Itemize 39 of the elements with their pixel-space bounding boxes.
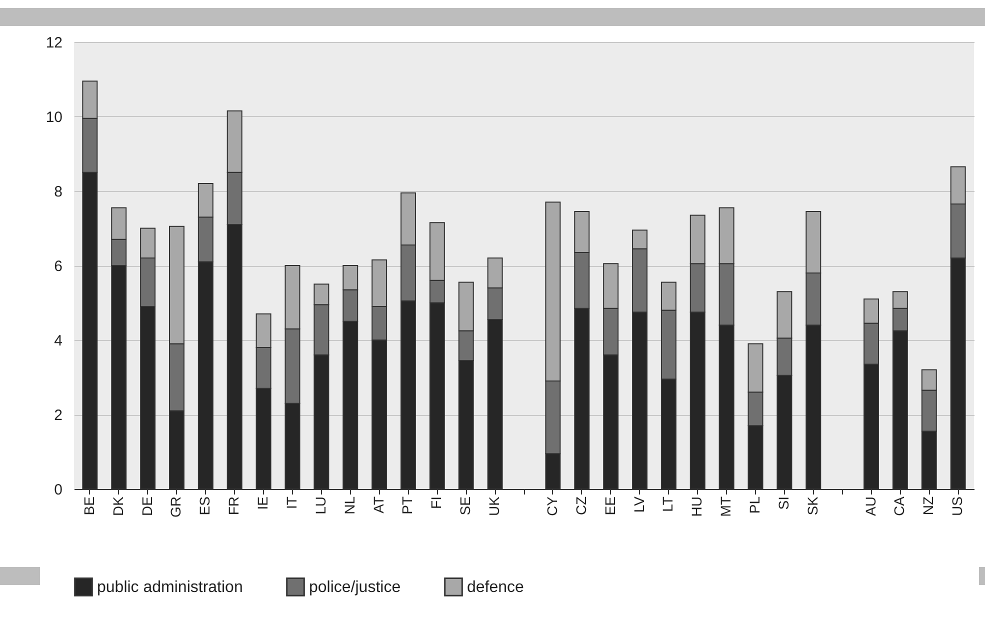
x-tick-label: IT (283, 496, 300, 509)
x-tick-label: UK (486, 496, 502, 516)
x-tick-label: HU (688, 496, 705, 517)
y-tick-label: 10 (46, 109, 62, 126)
legend-label: police/justice (309, 578, 401, 596)
x-tick-label: DE (138, 496, 155, 516)
y-tick-label: 0 (54, 482, 62, 498)
legend-label: public administration (97, 578, 243, 596)
x-tick-label: BE (80, 496, 97, 516)
x-tick-label: SI (775, 496, 792, 510)
x-tick-label: SK (804, 496, 820, 516)
x-tick-label: ES (196, 496, 213, 516)
x-tick-label: IE (254, 496, 271, 510)
x-tick-label: CY (544, 496, 560, 516)
x-tick-label: GR (168, 496, 184, 518)
x-tick-label: PT (399, 496, 416, 514)
x-tick-label: CA (891, 496, 908, 516)
x-tick-label: FR (226, 496, 242, 516)
x-tick-label: EE (602, 496, 618, 516)
x-tick-label: LT (660, 496, 676, 512)
y-tick-label: 12 (46, 34, 62, 52)
x-tick-label: CZ (572, 496, 589, 516)
legend-label: defence (467, 578, 524, 596)
x-tick-label: NL (341, 496, 358, 514)
x-tick-label: DK (110, 496, 126, 516)
y-tick-label: 6 (54, 258, 62, 275)
x-tick-label: PL (746, 496, 763, 514)
x-tick-label: LU (312, 496, 328, 514)
x-tick-label: LV (630, 496, 647, 513)
y-tick-label: 2 (54, 407, 62, 424)
x-tick-label: US (949, 496, 966, 516)
x-tick-label: SE (457, 496, 474, 516)
x-tick-label: AT (370, 496, 386, 514)
x-tick-label: MT (718, 496, 734, 517)
y-tick-label: 8 (54, 184, 62, 200)
x-tick-label: NZ (920, 496, 936, 516)
x-tick-label: FI (428, 496, 444, 509)
y-tick-label: 4 (54, 332, 62, 350)
x-tick-label: AU (862, 496, 878, 516)
